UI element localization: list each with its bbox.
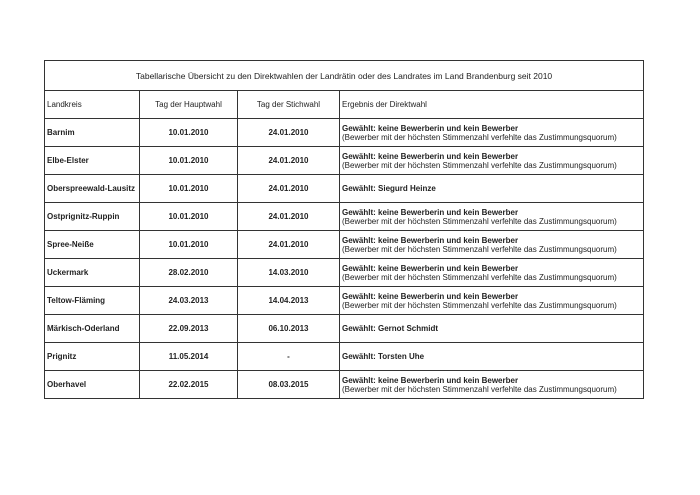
- runoff-cell: 06.10.2013: [237, 314, 340, 343]
- runoff-cell: 24.01.2010: [237, 202, 340, 231]
- result-note: (Bewerber mit der höchsten Stimmenzahl v…: [342, 160, 617, 170]
- result-text: Gewählt: keine Bewerberin und kein Bewer…: [342, 263, 519, 273]
- runoff-cell: 24.01.2010: [237, 230, 340, 259]
- result-text: Gewählt: keine Bewerberin und kein Bewer…: [342, 375, 519, 385]
- result-note: (Bewerber mit der höchsten Stimmenzahl v…: [342, 132, 617, 142]
- district-cell: Barnim: [44, 118, 140, 147]
- result-text: Gewählt: keine Bewerberin und kein Bewer…: [342, 207, 519, 217]
- result-note: (Bewerber mit der höchsten Stimmenzahl v…: [342, 300, 617, 310]
- table-row: Prignitz 11.05.2014- Gewählt: Torsten Uhe: [44, 342, 645, 371]
- table-row: Barnim 10.01.2010 24.01.2010 Gewählt: keine…: [44, 118, 645, 147]
- main-election-cell: 24.03.2013: [139, 286, 238, 315]
- result-cell: Gewählt: keine Bewerberin und kein Bewer…: [338, 370, 645, 399]
- main-election-cell: 22.02.2015: [139, 370, 238, 399]
- table-row: Märkisch-Oderland 22.09.2013 06.10.2013 Gew…: [44, 314, 645, 343]
- main-election-cell: 22.09.2013: [139, 314, 238, 343]
- main-election-cell: 10.01.2010: [139, 118, 238, 147]
- result-cell: Gewählt: Siegurd Heinze: [338, 174, 645, 203]
- main-election-cell: 10.01.2010: [139, 202, 238, 231]
- district-cell: Märkisch-Oderland: [44, 314, 140, 343]
- runoff-cell: 24.01.2010: [237, 174, 340, 203]
- header-cell: Ergebnis der Direktwahl: [338, 90, 645, 119]
- header-row: Landkreis Tag der Hauptwahl Tag der Stic…: [44, 90, 645, 119]
- runoff-cell: 08.03.2015: [237, 370, 340, 399]
- main-election-cell: 28.02.2010: [139, 258, 238, 287]
- runoff-cell: 24.01.2010: [237, 146, 340, 175]
- header-cell: Landkreis: [44, 90, 140, 119]
- result-cell: Gewählt: keine Bewerberin und kein Bewer…: [338, 146, 645, 175]
- result-cell: Gewählt: keine Bewerberin und kein Bewer…: [338, 230, 645, 259]
- runoff-cell: 24.01.2010: [237, 118, 340, 147]
- district-cell: Oberspreewald-Lausitz: [44, 174, 140, 203]
- result-text: Gewählt: keine Bewerberin und kein Bewer…: [342, 235, 519, 245]
- header-cell: Tag der Stichwahl: [237, 90, 340, 119]
- table-row: Oberspreewald-Lausitz 10.01.2010 24.01.201…: [44, 174, 645, 203]
- table-row: Spree-Neiße 10.01.2010 24.01.2010 Gewählt: …: [44, 230, 645, 259]
- district-cell: Spree-Neiße: [44, 230, 140, 259]
- district-cell: Prignitz: [44, 342, 140, 371]
- election-table: Tabellarische Übersicht zu den Direktwah…: [43, 60, 645, 399]
- result-cell: Gewählt: keine Bewerberin und kein Bewer…: [338, 286, 645, 315]
- district-cell: Teltow-Fläming: [44, 286, 140, 315]
- result-cell: Gewählt: keine Bewerberin und kein Bewer…: [338, 258, 645, 287]
- table-row: Oberhavel 22.02.2015 08.03.2015 Gewählt: ke…: [44, 370, 645, 399]
- result-cell: Gewählt: keine Bewerberin und kein Bewer…: [338, 202, 645, 231]
- table-row: Uckermark 28.02.2010 14.03.2010 Gewählt: ke…: [44, 258, 645, 287]
- table-title: Tabellarische Übersicht zu den Direktwah…: [43, 60, 645, 91]
- table-row: Elbe-Elster 10.01.2010 24.01.2010 Gewählt: …: [44, 146, 645, 175]
- result-text: Gewählt: keine Bewerberin und kein Bewer…: [342, 151, 519, 161]
- result-cell: Gewählt: keine Bewerberin und kein Bewer…: [338, 118, 645, 147]
- table-row: Teltow-Fläming 24.03.2013 14.04.2013 Gewähl…: [44, 286, 645, 315]
- district-cell: Oberhavel: [44, 370, 140, 399]
- district-cell: Uckermark: [44, 258, 140, 287]
- result-note: (Bewerber mit der höchsten Stimmenzahl v…: [342, 216, 617, 226]
- result-cell: Gewählt: Gernot Schmidt: [338, 314, 645, 343]
- result-text: Gewählt: keine Bewerberin und kein Bewer…: [342, 123, 519, 133]
- result-note: (Bewerber mit der höchsten Stimmenzahl v…: [342, 244, 617, 254]
- main-election-cell: 10.01.2010: [139, 230, 238, 259]
- main-election-cell: 10.01.2010: [139, 174, 238, 203]
- district-cell: Ostprignitz-Ruppin: [44, 202, 140, 231]
- main-election-cell: 11.05.2014: [139, 342, 238, 371]
- runoff-cell: -: [237, 342, 340, 371]
- table-body: Barnim 10.01.2010 24.01.2010 Gewählt: keine…: [44, 118, 645, 399]
- table-row: Ostprignitz-Ruppin 10.01.2010 24.01.2010 Ge…: [44, 202, 645, 231]
- result-cell: Gewählt: Torsten Uhe: [338, 342, 645, 371]
- result-text: Gewählt: Siegurd Heinze: [342, 184, 436, 193]
- result-text: Gewählt: keine Bewerberin und kein Bewer…: [342, 291, 519, 301]
- result-note: (Bewerber mit der höchsten Stimmenzahl v…: [342, 272, 617, 282]
- district-cell: Elbe-Elster: [44, 146, 140, 175]
- runoff-cell: 14.04.2013: [237, 286, 340, 315]
- header-cell: Tag der Hauptwahl: [139, 90, 238, 119]
- runoff-cell: 14.03.2010: [237, 258, 340, 287]
- result-note: (Bewerber mit der höchsten Stimmenzahl v…: [342, 384, 617, 394]
- result-text: Gewählt: Gernot Schmidt: [342, 324, 439, 333]
- main-election-cell: 10.01.2010: [139, 146, 238, 175]
- result-text: Gewählt: Torsten Uhe: [342, 352, 425, 361]
